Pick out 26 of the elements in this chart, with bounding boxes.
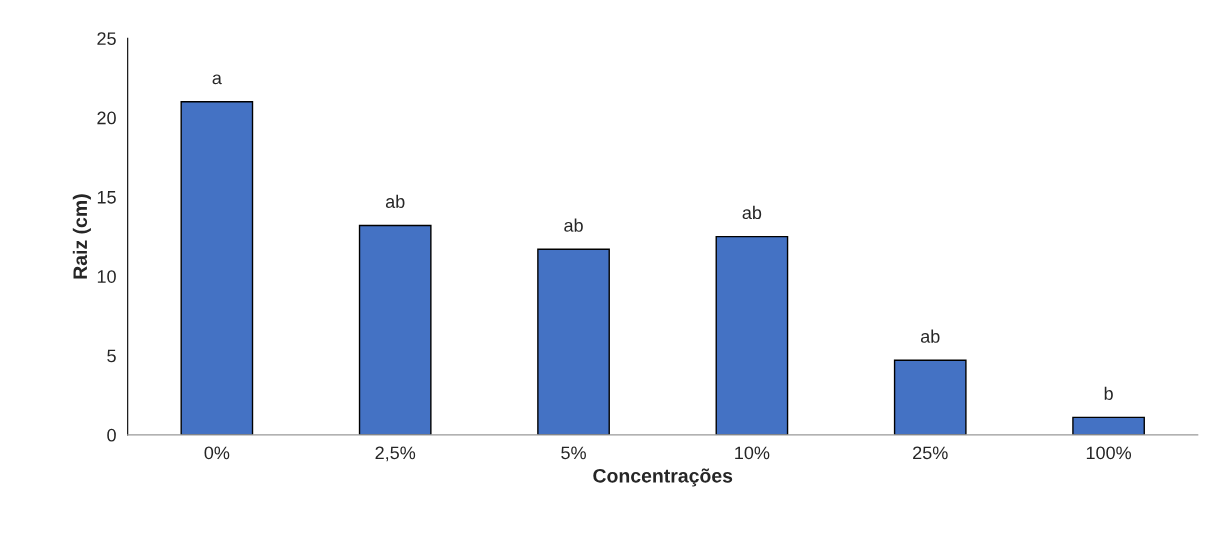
bar [358,224,432,435]
annotation: b [1104,386,1113,400]
annotation: ab [385,194,405,209]
bar [1072,416,1145,435]
y-tick-label: 10 [97,270,116,283]
y-tick-label: 5 [107,349,116,363]
annotation: ab [564,218,583,232]
y-tick-label: 0 [107,428,116,442]
y-axis-title: Raiz (cm) [72,194,91,279]
x-tick-label: 5% [561,446,586,460]
x-axis-title: Concentrações [593,468,733,487]
x-tick-label: 0% [204,446,230,460]
annotation: a [212,74,222,85]
x-tick-label: 2,5% [375,446,416,462]
bar [537,248,610,435]
annotation: ab [742,205,762,220]
x-tick-label: 10% [735,446,770,460]
x-tick-label: 100% [1086,446,1132,460]
y-tick-label: 25 [97,32,116,46]
y-tick-label: 15 [97,191,116,204]
bar [893,359,967,435]
bar [715,235,789,435]
y-tick-label: 20 [97,111,116,125]
x-tick-label: 25% [913,446,948,460]
bar [180,101,254,435]
annotation: ab [920,329,940,343]
